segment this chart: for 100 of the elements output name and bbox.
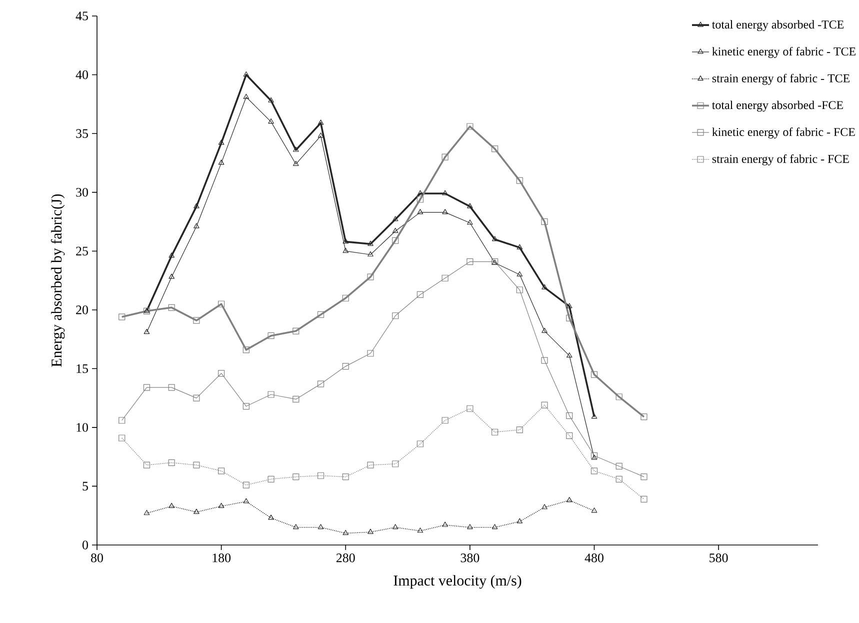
legend-label: total energy absorbed -TCE [712,20,844,32]
point [168,384,175,391]
point [317,380,324,388]
y-tick-label: 30 [76,188,88,197]
point [218,370,225,377]
point [143,462,150,468]
point [118,314,126,320]
point [516,177,523,184]
y-tick-label: 35 [76,129,88,138]
x-tick-label: 580 [710,554,728,562]
point [118,417,126,424]
point [392,216,398,222]
point [144,328,150,334]
point [143,384,150,391]
point [292,474,300,480]
point [616,394,622,400]
point [542,328,548,333]
legend-label: kinetic energy of fabric - FCE [712,128,855,139]
point [467,203,473,208]
point [342,238,349,244]
point [368,528,374,534]
point [566,314,573,322]
point [416,196,424,203]
point [243,94,250,99]
point [218,140,224,145]
point [292,328,300,334]
y-axis-title: Energy absorbed by fabric(J) [50,194,65,367]
x-tick-label: 380 [460,554,480,562]
legend-label: kinetic energy of fabric - TCE [712,46,856,58]
point [317,472,324,479]
point [616,476,622,482]
point [194,223,200,228]
point [318,120,324,125]
point [193,317,200,324]
point [218,300,225,308]
y-tick-label: 10 [76,423,88,432]
point [392,460,399,468]
point [392,228,398,233]
point [541,357,548,364]
point [367,274,374,280]
point [293,146,299,152]
point [168,252,174,258]
point [268,118,274,124]
point [516,426,523,434]
point [417,528,424,533]
point [416,440,424,448]
x-axis-title: Impact velocity (m/s) [394,575,522,589]
y-tick-label: 40 [76,70,88,80]
point [342,248,349,253]
y-tick-label: 45 [76,12,88,20]
point [516,271,523,276]
point [566,412,573,419]
legend-label: strain energy of fabric - FCE [712,154,849,166]
legend-label: total energy absorbed -FCE [712,100,843,112]
point [591,414,598,419]
x-tick-label: 480 [584,554,604,562]
point [542,284,548,290]
point [591,508,598,513]
point [268,332,274,340]
x-tick-label: 280 [336,554,355,562]
point [417,190,424,196]
point [442,274,448,282]
point [516,286,523,294]
point [317,311,324,318]
point [492,146,498,152]
point [268,476,274,482]
point [566,352,572,358]
point [566,497,572,502]
point [392,312,399,320]
point [566,432,573,439]
point [318,524,324,530]
y-tick-label: 0 [82,540,88,550]
point [144,510,150,516]
point [118,434,126,442]
point [218,468,225,474]
point [442,154,448,160]
point [392,237,399,244]
point [168,459,175,466]
point [242,346,250,354]
point [416,291,424,298]
point [417,209,424,214]
point [640,474,648,480]
point [566,303,572,308]
point [466,258,474,265]
point [367,350,374,357]
point [293,160,299,166]
point [194,203,200,208]
point [590,371,598,378]
point [193,394,200,402]
point [293,524,299,530]
point [541,218,548,226]
point [368,251,374,256]
point [218,502,224,508]
point [268,391,274,398]
point [467,524,473,530]
point [640,414,648,420]
point [218,160,224,165]
point [590,452,598,459]
point [268,514,274,520]
point [492,428,498,436]
